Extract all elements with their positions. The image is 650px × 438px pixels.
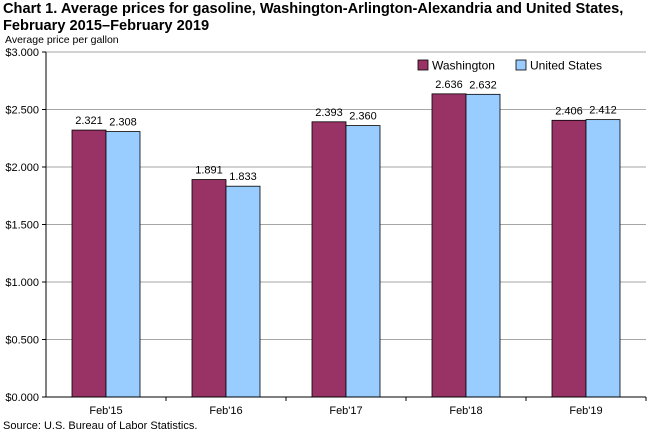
data-labels: 2.321 2.308 1.891 1.833 2.393 2.360 2.636 2.632…: [75, 79, 617, 183]
bar: [311, 121, 347, 398]
y-tick-label: $0.000: [5, 392, 39, 404]
bar: [585, 119, 621, 398]
data-label: 2.632: [469, 79, 497, 91]
x-tick-label: Feb'18: [449, 405, 482, 417]
y-tick-label: $0.500: [5, 335, 39, 347]
y-tick-label: $3.000: [5, 47, 39, 59]
y-tick-label: $1.500: [5, 220, 39, 232]
bar: [551, 119, 587, 398]
bar: [465, 93, 501, 398]
x-tick-label: Feb'17: [329, 405, 362, 417]
data-label: 2.360: [349, 111, 377, 123]
x-tick-label: Feb'19: [569, 405, 602, 417]
bar: [225, 185, 261, 398]
x-tick-label: Feb'15: [89, 405, 122, 417]
source-note: Source: U.S. Bureau of Labor Statistics.: [3, 420, 198, 432]
x-tick-label: Feb'16: [209, 405, 242, 417]
y-tick-label: $2.000: [5, 162, 39, 174]
data-label: 1.833: [229, 171, 257, 183]
y-tick-label: $1.000: [5, 277, 39, 289]
data-label: 1.891: [195, 165, 223, 177]
legend-label: Washington: [432, 59, 495, 73]
y-axis-title: Average price per gallon: [5, 34, 119, 46]
bar: [191, 179, 227, 398]
axes: $0.000 $0.500 $1.000 $1.500 $2.000 $2.500 $3.0…: [5, 47, 647, 417]
legend-label: United States: [530, 59, 602, 73]
legend: Washington United States: [417, 59, 602, 73]
data-label: 2.412: [589, 105, 617, 117]
data-label: 2.308: [109, 117, 137, 129]
data-label: 2.321: [75, 115, 103, 127]
bar: [345, 125, 381, 398]
bars: [71, 93, 621, 398]
bar: [105, 131, 141, 398]
chart-title: Chart 1. Average prices for gasoline, Wa…: [3, 1, 624, 34]
bar: [71, 129, 107, 398]
y-tick-label: $2.500: [5, 105, 39, 117]
bar: [431, 93, 467, 398]
legend-swatch: [515, 59, 527, 71]
data-label: 2.636: [435, 79, 463, 91]
data-label: 2.406: [555, 105, 583, 117]
data-label: 2.393: [315, 107, 343, 119]
legend-swatch: [417, 59, 429, 71]
